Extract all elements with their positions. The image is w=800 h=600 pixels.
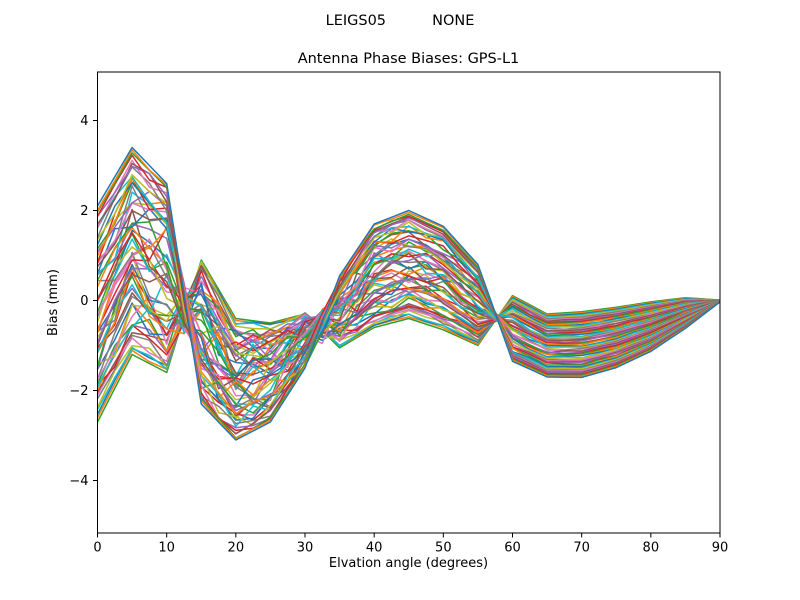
x-tick-label: 90 bbox=[712, 541, 729, 556]
y-tick-label: 0 bbox=[80, 294, 88, 309]
series-line bbox=[96, 260, 721, 410]
series-lines bbox=[96, 146, 721, 441]
series-line bbox=[96, 208, 721, 404]
x-axis-label: Elvation angle (degrees) bbox=[329, 556, 488, 571]
series-line bbox=[96, 275, 721, 387]
x-tick-label: 0 bbox=[93, 541, 101, 556]
series-line bbox=[96, 267, 720, 400]
series-line bbox=[96, 261, 721, 408]
x-tick-label: 60 bbox=[504, 541, 521, 556]
series-line bbox=[96, 246, 721, 401]
y-tick-label: −4 bbox=[69, 474, 88, 489]
series-line bbox=[96, 146, 721, 441]
x-tick-label: 10 bbox=[158, 541, 175, 556]
y-tick-label: 2 bbox=[80, 204, 88, 219]
series-line bbox=[96, 154, 721, 432]
series-line bbox=[96, 190, 721, 412]
series-line bbox=[96, 264, 721, 393]
axes: 0 10 20 30 40 50 60 70 80 90 −4 −2 0 2 4 bbox=[69, 71, 729, 556]
y-tick-label: 4 bbox=[80, 114, 88, 129]
y-tick-label: −2 bbox=[69, 384, 88, 399]
series-line bbox=[96, 223, 721, 405]
series-line bbox=[96, 174, 721, 426]
series-line bbox=[96, 259, 721, 423]
x-tick-label: 50 bbox=[435, 541, 452, 556]
axes-spines bbox=[97, 71, 721, 534]
series-line bbox=[96, 266, 721, 376]
x-tick-label: 80 bbox=[643, 541, 660, 556]
x-tick-label: 20 bbox=[228, 541, 245, 556]
figure-suptitle: LEIGS05 NONE bbox=[326, 13, 475, 29]
chart-title: Antenna Phase Biases: GPS-L1 bbox=[298, 51, 520, 67]
x-tick-label: 40 bbox=[366, 541, 383, 556]
x-tick-label: 70 bbox=[573, 541, 590, 556]
x-tick-label: 30 bbox=[297, 541, 314, 556]
y-axis-label: Bias (mm) bbox=[46, 269, 61, 336]
